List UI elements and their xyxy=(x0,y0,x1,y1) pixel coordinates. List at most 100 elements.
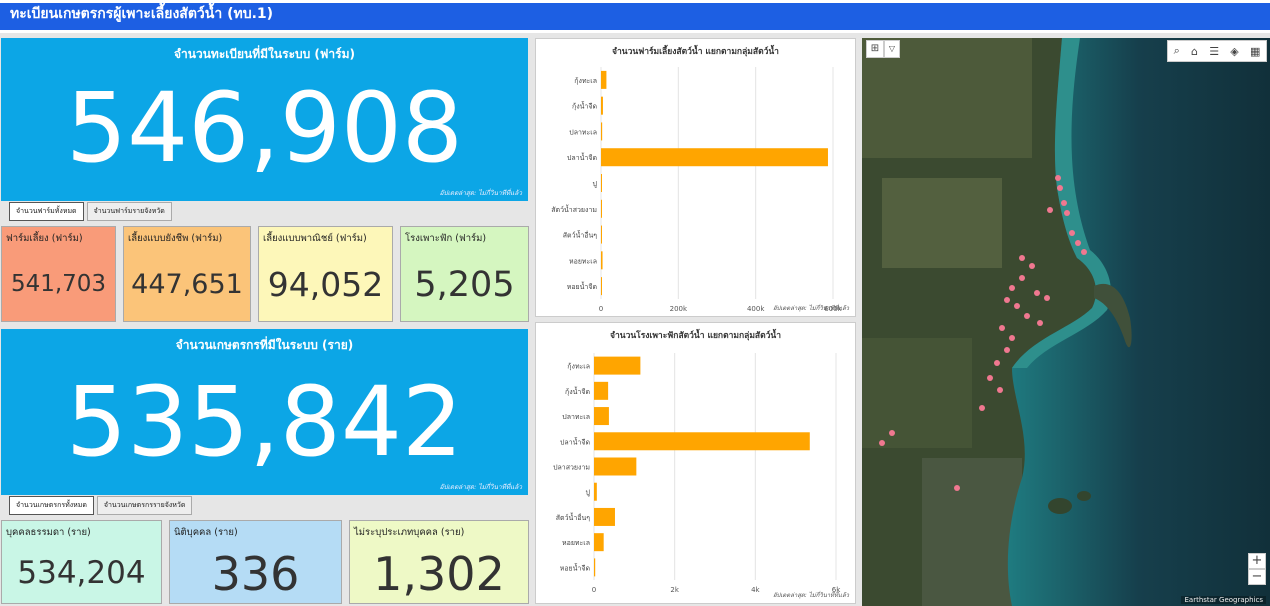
category-label: สัตว์น้ำอื่นๆ xyxy=(556,511,590,522)
bar[interactable] xyxy=(594,407,609,426)
tile-value: 1,302 xyxy=(373,547,505,601)
bar[interactable] xyxy=(594,558,596,577)
farm-marker[interactable] xyxy=(889,430,895,436)
farmer-total-value: 535,842 xyxy=(66,366,463,478)
bar[interactable] xyxy=(594,482,597,501)
farm-marker[interactable] xyxy=(997,387,1003,393)
home-icon[interactable]: ⌂ xyxy=(1191,44,1198,58)
bar[interactable] xyxy=(601,96,603,115)
bar[interactable] xyxy=(601,122,603,141)
farm-markers[interactable] xyxy=(879,175,1087,491)
farm-marker[interactable] xyxy=(1075,240,1081,246)
farm-marker[interactable] xyxy=(879,440,885,446)
bar[interactable] xyxy=(594,432,810,451)
x-tick-label: 400k xyxy=(747,305,765,313)
tile-farm-commercial: เลี้ยงแบบพาณิชย์ (ฟาร์ม) 94,052 xyxy=(258,226,393,322)
x-tick-label: 2k xyxy=(670,586,679,594)
tile-value: 447,651 xyxy=(131,269,243,300)
tile-label: ไม่ระบุประเภทบุคคล (ราย) xyxy=(354,527,465,538)
tile-farmer-individual: บุคคลธรรมดา (ราย) 534,204 xyxy=(1,520,162,604)
category-label: กุ้งทะเล xyxy=(574,77,597,85)
farm-marker[interactable] xyxy=(1024,313,1030,319)
bar[interactable] xyxy=(594,507,615,526)
farm-marker[interactable] xyxy=(1034,290,1040,296)
bar[interactable] xyxy=(601,174,602,192)
bar[interactable] xyxy=(594,356,641,375)
category-label: ปู xyxy=(593,180,598,188)
grid-select-icon[interactable]: ⊞ xyxy=(866,40,884,58)
search-icon[interactable]: ⌕ xyxy=(1173,44,1180,57)
farm-marker[interactable] xyxy=(1014,303,1020,309)
farmer-tabs: จำนวนเกษตรกรทั้งหมด จำนวนเกษตรกรรายจังหว… xyxy=(9,496,193,515)
bar[interactable] xyxy=(601,277,602,296)
bar[interactable] xyxy=(601,251,603,270)
category-label: ปลาทะเล xyxy=(562,413,590,421)
category-label: ปลาน้ำจืด xyxy=(560,435,590,446)
page-title: ทะเบียนเกษตรกรผู้เพาะเลี้ยงสัตว์น้ำ (ทบ.… xyxy=(10,6,274,22)
farm-marker[interactable] xyxy=(979,405,985,411)
farm-marker[interactable] xyxy=(1069,230,1075,236)
zoom-out-button[interactable]: − xyxy=(1248,569,1266,585)
chart-title: จำนวนฟาร์มเลี้ยงสัตว์น้ำ แยกตามกลุ่มสัตว… xyxy=(612,47,779,57)
farm-marker[interactable] xyxy=(1055,175,1061,181)
farm-marker[interactable] xyxy=(1057,185,1063,191)
basemap-gallery-icon[interactable]: ▦ xyxy=(1249,44,1261,58)
satellite-map[interactable]: ⊞ ▽ ⌕ ⌂ ☰ ◈ ▦ + − Earthstar Geographics xyxy=(862,38,1270,606)
farm-marker[interactable] xyxy=(954,485,960,491)
farm-marker[interactable] xyxy=(1047,207,1053,213)
farm-marker[interactable] xyxy=(1044,295,1050,301)
legend-icon[interactable]: ☰ xyxy=(1209,44,1220,58)
farm-marker[interactable] xyxy=(1004,297,1010,303)
tile-label: เลี้ยงแบบพาณิชย์ (ฟาร์ม) xyxy=(263,233,367,244)
category-label: หอยทะเล xyxy=(569,257,597,265)
bar[interactable] xyxy=(601,70,607,89)
farm-marker[interactable] xyxy=(1009,285,1015,291)
map-imagery[interactable] xyxy=(862,38,1270,606)
tile-value: 5,205 xyxy=(414,265,515,305)
farm-marker[interactable] xyxy=(1029,263,1035,269)
bar[interactable] xyxy=(601,225,602,244)
zoom-in-button[interactable]: + xyxy=(1248,553,1266,569)
farm-marker[interactable] xyxy=(994,360,1000,366)
farm-marker[interactable] xyxy=(1081,249,1087,255)
map-tools: ⌕ ⌂ ☰ ◈ ▦ xyxy=(1167,40,1267,62)
layers-icon[interactable]: ◈ xyxy=(1230,44,1239,58)
x-tick-label: 600k xyxy=(824,305,842,313)
category-label: สัตว์น้ำอื่นๆ xyxy=(563,229,597,240)
bar[interactable] xyxy=(601,199,602,218)
farm-total-panel: จำนวนทะเบียนที่มีในระบบ (ฟาร์ม) 546,908 … xyxy=(1,38,528,201)
tab-farm-by-province[interactable]: จำนวนฟาร์มรายจังหวัด xyxy=(86,202,172,221)
farm-marker[interactable] xyxy=(1019,275,1025,281)
farm-marker[interactable] xyxy=(1019,255,1025,261)
farm-marker[interactable] xyxy=(1061,200,1067,206)
category-label: สัตว์น้ำสวยงาม xyxy=(551,203,597,214)
chart-updated: อัปเดตล่าสุด: ไม่กี่วินาทีที่แล้ว xyxy=(772,592,849,599)
farm-marker[interactable] xyxy=(999,325,1005,331)
chart-plot: 0 200k 400k 600k กุ้งทะเลกุ้งน้ำจืดปลาทะเลปล… xyxy=(551,67,843,313)
category-label: กุ้งน้ำจืด xyxy=(565,385,590,396)
x-tick-label: 0 xyxy=(599,305,603,313)
farm-marker[interactable] xyxy=(1064,210,1070,216)
bar[interactable] xyxy=(594,533,604,552)
farm-marker[interactable] xyxy=(1009,335,1015,341)
farm-marker[interactable] xyxy=(1037,320,1043,326)
tab-farmer-by-province[interactable]: จำนวนเกษตรกรรายจังหวัด xyxy=(96,496,193,515)
tab-farm-all[interactable]: จำนวนฟาร์มทั้งหมด xyxy=(9,202,84,221)
farm-marker[interactable] xyxy=(1004,347,1010,353)
bar[interactable] xyxy=(594,381,609,400)
tile-farmer-juristic: นิติบุคคล (ราย) 336 xyxy=(169,520,342,604)
bar[interactable] xyxy=(601,148,828,167)
tile-value: 336 xyxy=(211,547,300,601)
dropdown-chevron-icon[interactable]: ▽ xyxy=(884,40,900,58)
bar[interactable] xyxy=(594,457,637,476)
tile-value: 94,052 xyxy=(267,265,384,304)
farmer-total-panel: จำนวนเกษตรกรที่มีในระบบ (ราย) 535,842 อั… xyxy=(1,329,528,495)
farm-marker[interactable] xyxy=(987,375,993,381)
tab-farmer-all[interactable]: จำนวนเกษตรกรทั้งหมด xyxy=(9,496,94,515)
farm-total-updated: อัปเดตล่าสุด: ไม่กี่วินาทีที่แล้ว xyxy=(439,189,522,197)
tile-value: 534,204 xyxy=(17,555,146,591)
category-label: ปู xyxy=(586,489,591,497)
tile-farmer-unspecified: ไม่ระบุประเภทบุคคล (ราย) 1,302 xyxy=(349,520,529,604)
header-bar xyxy=(0,3,1270,30)
category-label: ปลาน้ำจืด xyxy=(567,151,597,162)
